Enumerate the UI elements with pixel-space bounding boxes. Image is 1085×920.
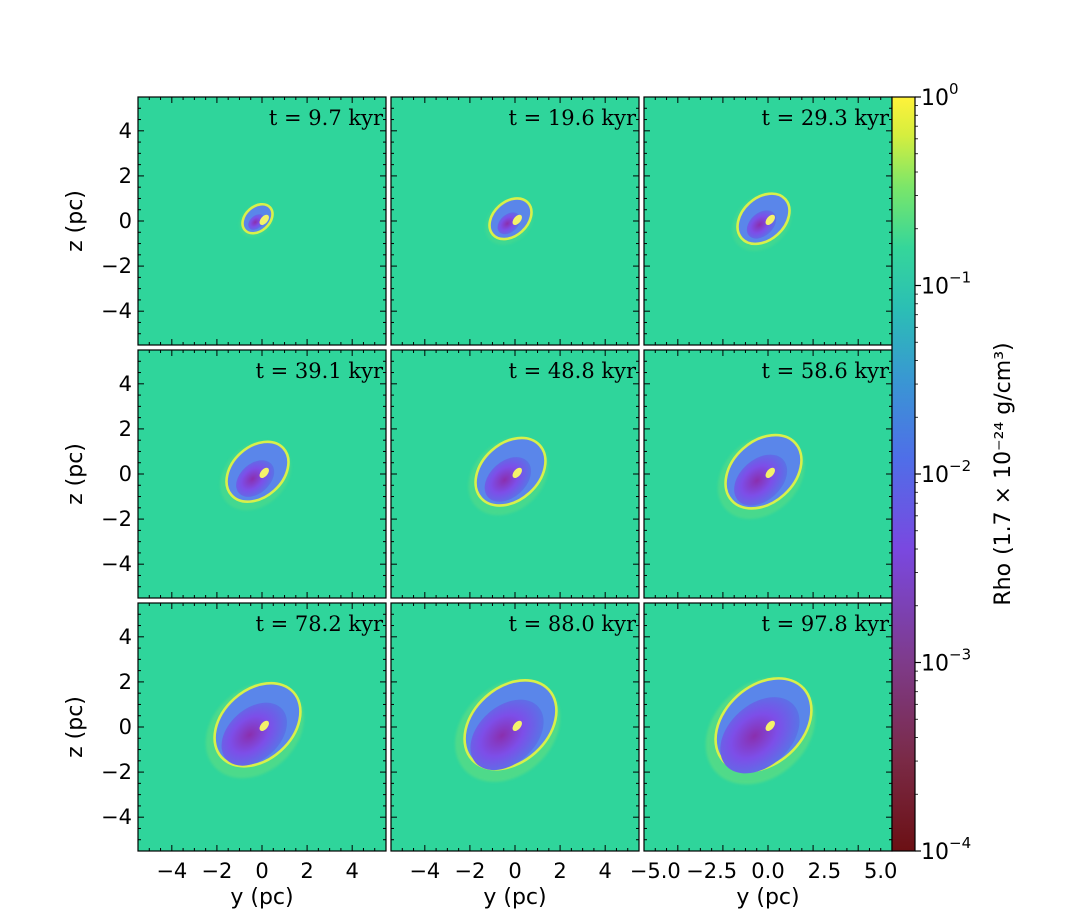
remnant-structure	[732, 192, 792, 252]
time-label: t = 39.1 kyr	[256, 359, 384, 383]
y-tick-label: 2	[119, 417, 132, 441]
y-tick-label: −4	[101, 299, 132, 323]
y-tick-label: −4	[101, 805, 132, 829]
remnant-structure	[220, 440, 291, 511]
cavity	[734, 454, 788, 506]
colorbar-tick-label: 10−4	[921, 834, 971, 865]
source-spot	[259, 720, 269, 731]
panel-6: t = 58.6 kyr	[643, 349, 893, 599]
remnant-structure	[239, 202, 274, 238]
panel-ticks	[138, 603, 386, 851]
source-spot	[765, 720, 775, 731]
y-tick-label: 2	[119, 164, 132, 188]
x-tick-label: −2	[201, 859, 232, 883]
x-tick-label: −2	[454, 859, 485, 883]
y-tick-label: 4	[119, 119, 132, 143]
panel-7: t = 78.2 kyr 4 2 0 −2 −4 z (pc) −4 −2 0 2 4 y (pc)	[63, 602, 387, 910]
time-label: t = 19.6 kyr	[509, 106, 637, 130]
time-label: t = 88.0 kyr	[509, 612, 637, 636]
panel-ticks	[138, 97, 386, 345]
remnant-structure	[485, 197, 534, 245]
colorbar-tick-label: 10−1	[921, 269, 971, 300]
panel-ticks	[391, 350, 639, 598]
time-label: t = 29.3 kyr	[762, 106, 890, 130]
source-spot	[259, 214, 269, 225]
x-tick-label: 0	[255, 859, 268, 883]
x-tick-label: 2	[300, 859, 313, 883]
colorbar-quantity: Rho	[991, 563, 1016, 606]
source-spot	[765, 214, 775, 225]
x-tick-label: 0.0	[751, 859, 784, 883]
x-tick-label: 5.0	[864, 859, 897, 883]
y-tick-label: −4	[101, 552, 132, 576]
x-axis-label: y (pc)	[230, 885, 293, 910]
panel-1: t = 9.7 kyr 4 2 0 −2 −4 z (pc)	[63, 96, 387, 346]
remnant-structure	[717, 433, 805, 519]
cavity	[248, 214, 265, 230]
y-tick-label: −2	[101, 760, 132, 784]
y-axis-label: z (pc)	[63, 443, 88, 505]
y-tick-label: 0	[119, 209, 132, 233]
y-tick-label: −2	[101, 254, 132, 278]
remnant-structure	[705, 677, 816, 785]
panel-5: t = 48.8 kyr	[390, 349, 640, 599]
y-tick-label: −2	[101, 507, 132, 531]
y-axis-label: z (pc)	[63, 190, 88, 252]
x-tick-label: 0	[508, 859, 521, 883]
x-tick-label: −4	[409, 859, 440, 883]
y-tick-label: 0	[119, 715, 132, 739]
time-label: t = 58.6 kyr	[762, 359, 890, 383]
time-label: t = 97.8 kyr	[762, 612, 890, 636]
time-label: t = 9.7 kyr	[269, 106, 384, 130]
source-spot	[512, 467, 522, 478]
colorbar-title: Rho (1.7 × 10⁻²⁴ g/cm³)	[991, 342, 1016, 605]
y-tick-label: 2	[119, 670, 132, 694]
x-tick-label: −2.5	[686, 859, 737, 883]
y-tick-label: 0	[119, 462, 132, 486]
x-tick-label: 4	[345, 859, 358, 883]
panel-8: t = 88.0 kyr −4 −2 0 2 4 y (pc)	[390, 602, 640, 910]
colorbar-label: Rho (1.7 × 10⁻²⁴ g/cm³)	[991, 342, 1016, 605]
x-tick-label: −5.0	[630, 859, 681, 883]
y-tick-label: 4	[119, 372, 132, 396]
source-spot	[512, 720, 522, 731]
time-label: t = 48.8 kyr	[509, 359, 637, 383]
x-tick-label: 2	[553, 859, 566, 883]
colorbar-ticks: 100 10−1 10−2 10−3 10−4	[915, 80, 971, 865]
remnant-structure	[455, 679, 561, 782]
source-spot	[512, 214, 522, 225]
time-label: t = 78.2 kyr	[256, 612, 384, 636]
colorbar-gradient	[892, 97, 915, 851]
panel-ticks	[391, 97, 639, 345]
panel-3: t = 29.3 kyr	[643, 96, 893, 346]
cavity	[720, 697, 800, 774]
panel-4: t = 39.1 kyr 4 2 0 −2 −4 z (pc)	[63, 349, 387, 599]
colorbar: 100 10−1 10−2 10−3 10−4 Rho (1.7 × 10⁻²⁴ g/cm…	[891, 80, 1016, 865]
panel-ticks	[644, 97, 892, 345]
source-spot	[765, 467, 775, 478]
panel-9: t = 97.8 kyr −5.0 −2.5 0.0 2.5 5.0 y (pc)	[630, 602, 897, 910]
cavity	[470, 699, 544, 771]
colorbar-tick-label: 10−3	[921, 646, 971, 677]
y-axis-label: z (pc)	[63, 696, 88, 758]
panel-ticks	[644, 603, 892, 851]
source-spot	[259, 467, 269, 478]
panel-2: t = 19.6 kyr	[390, 96, 640, 346]
panel-ticks	[391, 603, 639, 851]
remnant-structure	[205, 681, 304, 779]
x-tick-label: 2.5	[808, 859, 841, 883]
x-tick-label: 4	[598, 859, 611, 883]
remnant-structure	[468, 436, 549, 516]
x-axis-label: y (pc)	[483, 885, 546, 910]
colorbar-unit: (1.7 × 10⁻²⁴ g/cm³)	[991, 342, 1016, 555]
y-tick-label: 4	[119, 625, 132, 649]
x-axis-label: y (pc)	[736, 885, 799, 910]
colorbar-tick-label: 10−2	[921, 457, 971, 488]
panel-grid: t = 9.7 kyr 4 2 0 −2 −4 z (pc) t = 19.6 kyr t = …	[63, 96, 897, 910]
colorbar-tick-label: 100	[921, 80, 959, 111]
cavity	[221, 702, 287, 766]
panel-ticks	[138, 350, 386, 598]
x-tick-label: −4	[156, 859, 187, 883]
